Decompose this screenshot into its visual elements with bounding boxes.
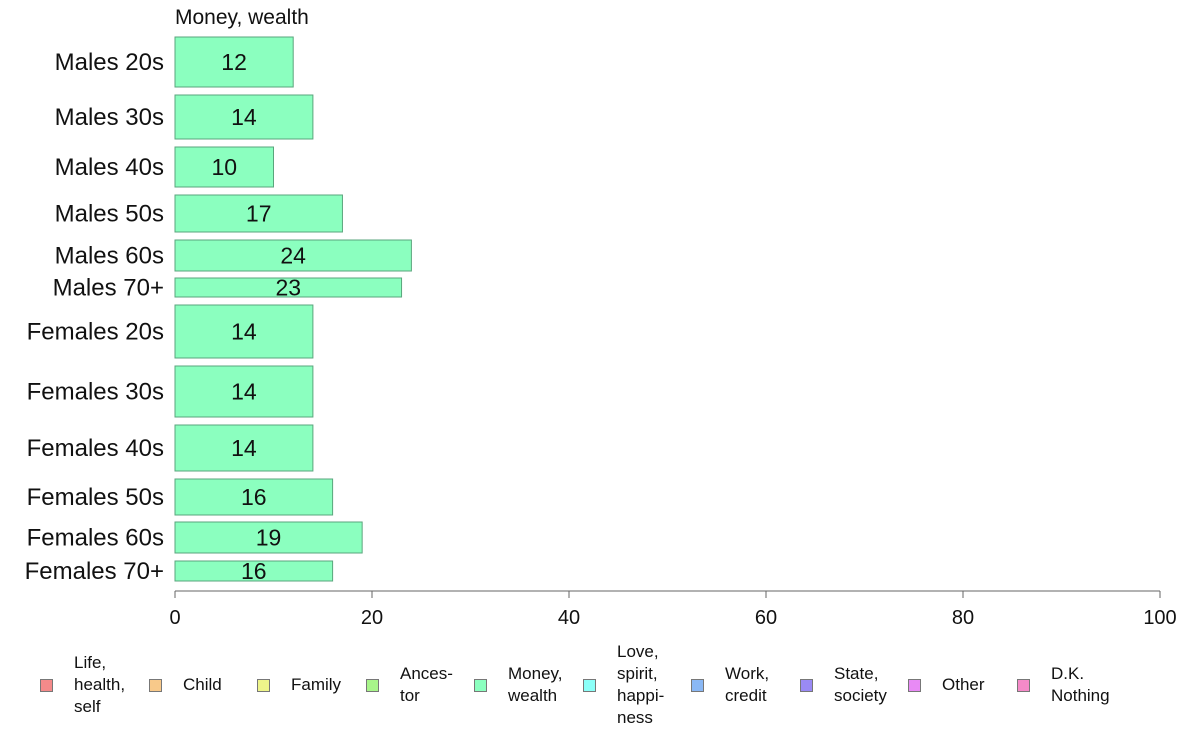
legend-label: Work, credit [725,664,770,705]
legend-item: State, society [800,640,887,730]
bar [174,146,274,188]
legend: Life, health, self Child Family Ances- tor M… [0,640,1188,730]
bar-value-label: 24 [280,243,306,269]
legend-swatch [691,678,704,692]
legend-item: Child [149,640,222,730]
legend-item: Life, health, self [40,640,125,730]
legend-label: D.K. Nothing [1051,664,1110,705]
legend-label: Money, wealth [508,664,563,705]
x-tick-label: 60 [755,607,777,629]
bar-value-label: 14 [231,104,257,130]
bar-value-label: 16 [241,558,267,584]
bar [174,277,403,298]
category-label: Males 30s [55,104,164,131]
bar [174,304,314,359]
bar [174,424,314,472]
bar [174,478,334,516]
bar [174,521,363,554]
x-tick-label: 100 [1143,607,1176,629]
legend-swatch [257,678,270,692]
category-label: Males 60s [55,243,164,270]
category-label: Females 20s [27,319,164,346]
legend-label: Love, spirit, happi- ness [617,642,665,727]
bar-value-label: 19 [256,525,282,551]
legend-swatch [800,678,813,692]
bar-value-label: 14 [231,379,257,405]
legend-label: Life, health, self [74,653,126,716]
panel-title: Money, wealth [175,6,309,29]
bar-value-label: 14 [231,435,257,461]
category-label: Females 30s [27,379,164,406]
bar [174,560,334,582]
legend-item: Family [257,640,341,730]
bar [174,194,343,233]
legend-item: Other [908,640,985,730]
legend-swatch [149,678,162,692]
legend-swatch [40,678,53,692]
bar [174,239,412,272]
category-label: Females 70+ [25,558,164,585]
category-label: Males 40s [55,154,164,181]
legend-item: Money, wealth [474,640,563,730]
bar-value-label: 23 [275,275,301,301]
legend-label: State, society [834,664,887,705]
bar-value-label: 10 [211,154,237,180]
bar-value-label: 17 [246,201,272,227]
legend-swatch [1017,678,1030,692]
category-label: Males 20s [55,49,164,76]
legend-item: Love, spirit, happi- ness [583,640,664,730]
legend-item: D.K. Nothing [1017,640,1110,730]
legend-label: Other [942,675,985,694]
legend-swatch [474,678,487,692]
bar [174,94,314,140]
category-label: Males 70+ [53,275,164,302]
x-tick-label: 40 [558,607,580,629]
x-tick-label: 80 [952,607,974,629]
legend-swatch [366,678,379,692]
legend-label: Child [183,675,222,694]
x-tick-label: 20 [361,607,383,629]
legend-label: Family [291,675,342,694]
x-tick-label: 0 [169,607,180,629]
legend-label: Ances- tor [400,664,453,705]
legend-item: Work, credit [691,640,769,730]
bar-value-label: 16 [241,484,267,510]
bar [174,36,294,88]
category-label: Males 50s [55,201,164,228]
bar-chart: 12 Males 20s 14 Males 30s 10 Males 40s 17 Males… [25,36,1177,629]
bar-value-label: 14 [231,319,257,345]
legend-item: Ances- tor [366,640,453,730]
bar [174,365,314,418]
legend-swatch [583,678,596,692]
category-label: Females 40s [27,435,164,462]
category-label: Females 60s [27,525,164,552]
legend-swatch [908,678,921,692]
bar-value-label: 12 [221,49,247,75]
category-label: Females 50s [27,484,164,511]
